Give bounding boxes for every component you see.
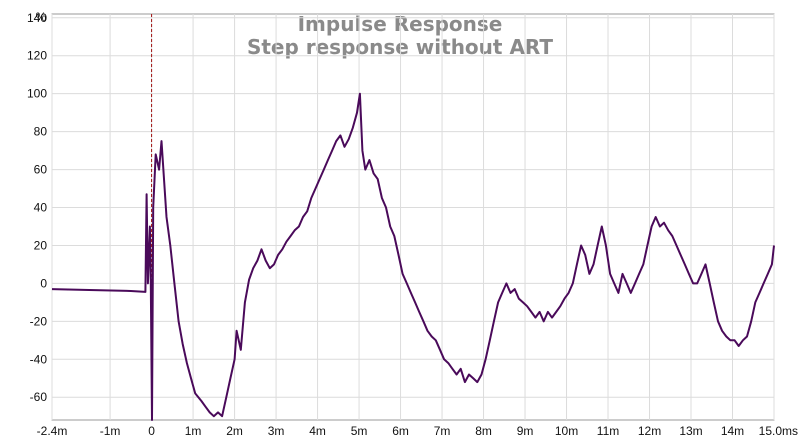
chart-title: Impulse Response xyxy=(298,12,503,36)
x-tick-label: -2.4m xyxy=(37,424,68,438)
x-tick-label: 12m xyxy=(638,424,661,438)
x-tick-label: 2m xyxy=(226,424,243,438)
x-tick-label: 5m xyxy=(351,424,368,438)
x-tick-label: 3m xyxy=(268,424,285,438)
y-axis-unit: % xyxy=(36,10,47,24)
x-tick-label: 6m xyxy=(392,424,409,438)
series-group xyxy=(51,92,775,421)
x-tick-label: -1m xyxy=(100,424,121,438)
y-tick-label: 100 xyxy=(27,87,47,101)
x-tick-label: 11m xyxy=(597,424,619,438)
series-line xyxy=(51,92,775,421)
x-tick-label: 10m xyxy=(555,424,578,438)
y-tick-label: -20 xyxy=(30,314,48,328)
x-tick-label: 1m xyxy=(185,424,202,438)
x-tick-label: 7m xyxy=(434,424,451,438)
y-tick-label: -60 xyxy=(30,390,48,404)
y-tick-labels: 140 120 100 80 60 40 20 0 -20 -40 -60 xyxy=(27,11,47,404)
x-tick-label: 0 xyxy=(148,424,155,438)
x-tick-label: 15.0ms xyxy=(759,424,798,438)
y-tick-label: 120 xyxy=(27,49,47,63)
y-tick-label: 0 xyxy=(40,276,47,290)
grid xyxy=(51,14,775,420)
y-tick-label: 40 xyxy=(34,201,48,215)
x-tick-label: 13m xyxy=(679,424,702,438)
x-tick-label: 9m xyxy=(517,424,534,438)
x-tick-label: 14m xyxy=(721,424,744,438)
y-tick-label: 60 xyxy=(34,163,48,177)
x-tick-labels: -2.4m -1m 0 1m 2m 3m 4m 5m 6m 7m 8m 9m 10m 11m 12m 13m 1… xyxy=(37,424,798,438)
y-tick-label: 140 xyxy=(27,11,47,25)
y-tick-label: -40 xyxy=(30,352,48,366)
y-tick-label: 20 xyxy=(34,238,48,252)
y-tick-label: 80 xyxy=(34,125,48,139)
x-tick-label: 4m xyxy=(309,424,326,438)
x-tick-label: 8m xyxy=(475,424,492,438)
